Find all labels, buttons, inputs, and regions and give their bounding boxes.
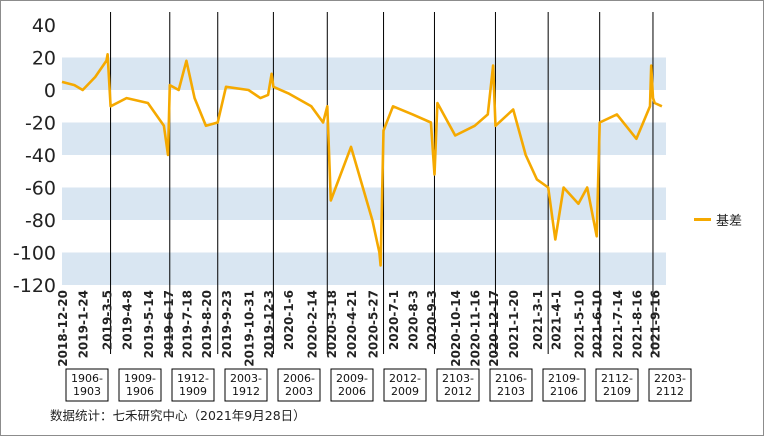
y-tick-label: -100 — [13, 243, 56, 265]
contract-label-text: 2003- — [230, 372, 262, 385]
x-tick-label: 2021-9-16 — [649, 290, 663, 358]
y-tick-label: -80 — [25, 210, 56, 232]
x-tick-label: 2018-12-20 — [56, 290, 70, 367]
x-tick-label: 2019-9-23 — [220, 290, 234, 358]
legend-label: 基差 — [716, 214, 743, 229]
contract-label-box — [595, 368, 639, 402]
y-tick-label: -20 — [25, 113, 56, 135]
x-tick-label: 2019-6-17 — [162, 290, 176, 358]
contract-label-text: 1906- — [71, 372, 103, 385]
contract-label-text: 1912 — [232, 385, 260, 398]
contract-label-box — [330, 368, 374, 402]
x-tick-label: 2021-7-14 — [611, 290, 625, 358]
contract-label-text: 2112 — [656, 385, 684, 398]
contract-label-text: 1903 — [73, 385, 101, 398]
contract-label-text: 2012- — [389, 372, 421, 385]
contract-label-text: 2106- — [495, 372, 527, 385]
grid-band — [62, 122, 666, 155]
contract-label-text: 2112- — [601, 372, 633, 385]
x-tick-label: 2020-3-18 — [325, 290, 339, 358]
x-tick-label: 2020-12-17 — [487, 290, 501, 367]
y-tick-label: -60 — [25, 178, 56, 200]
x-tick-label: 2020-7-1 — [387, 290, 401, 350]
x-tick-label: 2019-12-3 — [262, 290, 276, 358]
y-tick-label: 0 — [44, 80, 56, 102]
x-tick-label: 2019-8-20 — [200, 290, 214, 358]
y-tick-label: -40 — [25, 145, 56, 167]
x-tick-label: 2020-9-3 — [425, 290, 439, 350]
contract-label-text: 1912- — [177, 372, 209, 385]
contract-label-text: 2006- — [283, 372, 315, 385]
x-tick-label: 2021-6-10 — [591, 290, 605, 358]
x-tick-label: 2021-4-1 — [549, 290, 563, 350]
source-note: 数据统计：七禾研究中心（2021年9月28日） — [50, 408, 306, 423]
x-tick-label: 2020-5-27 — [366, 290, 380, 358]
contract-label-text: 2003 — [285, 385, 313, 398]
grid-band — [62, 252, 666, 285]
contract-label-box — [489, 368, 533, 402]
x-tick-label: 2021-8-16 — [630, 290, 644, 358]
x-tick-label: 2021-3-1 — [531, 290, 545, 350]
contract-label-box — [648, 368, 692, 402]
y-tick-label: -120 — [13, 275, 56, 297]
contract-label-text: 2012 — [444, 385, 472, 398]
grid-band — [62, 57, 666, 90]
contract-label-text: 2106 — [550, 385, 578, 398]
x-tick-label: 2020-10-14 — [449, 290, 463, 367]
contract-label-text: 2203- — [654, 372, 686, 385]
contract-label-text: 1909 — [179, 385, 207, 398]
contract-label-box — [436, 368, 480, 402]
x-tick-label: 2019-3-5 — [100, 290, 114, 350]
contract-label-text: 1909- — [124, 372, 156, 385]
y-tick-label: 20 — [32, 48, 56, 70]
contract-label-text: 1906 — [126, 385, 154, 398]
contract-label-box — [277, 368, 321, 402]
x-tick-label: 2019-5-14 — [142, 290, 156, 358]
x-tick-label: 2019-4-8 — [121, 290, 135, 350]
contract-label-text: 2009 — [391, 385, 419, 398]
legend-swatch — [694, 218, 711, 221]
x-tick-label: 2019-10-31 — [243, 290, 257, 367]
contract-label-box — [171, 368, 215, 402]
x-tick-label: 2019-7-18 — [180, 290, 194, 358]
x-tick-label: 2020-1-6 — [282, 290, 296, 350]
contract-label-box — [118, 368, 162, 402]
contract-label-box — [542, 368, 586, 402]
y-tick-label: 40 — [32, 15, 56, 37]
x-tick-label: 2019-1-24 — [77, 290, 91, 358]
x-tick-label: 2020-4-21 — [345, 290, 359, 358]
legend: 基差 — [694, 210, 742, 229]
contract-label-text: 2109 — [603, 385, 631, 398]
series-line-基差 — [61, 52, 663, 267]
contract-label-text: 2006 — [338, 385, 366, 398]
x-tick-label: 2021-1-20 — [507, 290, 521, 358]
x-tick-label: 2020-2-14 — [305, 290, 319, 358]
x-tick-label: 2020-11-16 — [469, 290, 483, 367]
contract-label-text: 2009- — [336, 372, 368, 385]
contract-label-box — [224, 368, 268, 402]
contract-label-text: 2103- — [442, 372, 474, 385]
contract-label-text: 2103 — [497, 385, 525, 398]
contract-label-text: 2109- — [548, 372, 580, 385]
contract-label-box — [383, 368, 427, 402]
x-tick-label: 2020-8-3 — [407, 290, 421, 350]
x-tick-label: 2021-5-10 — [572, 290, 586, 358]
contract-label-box — [65, 368, 109, 402]
